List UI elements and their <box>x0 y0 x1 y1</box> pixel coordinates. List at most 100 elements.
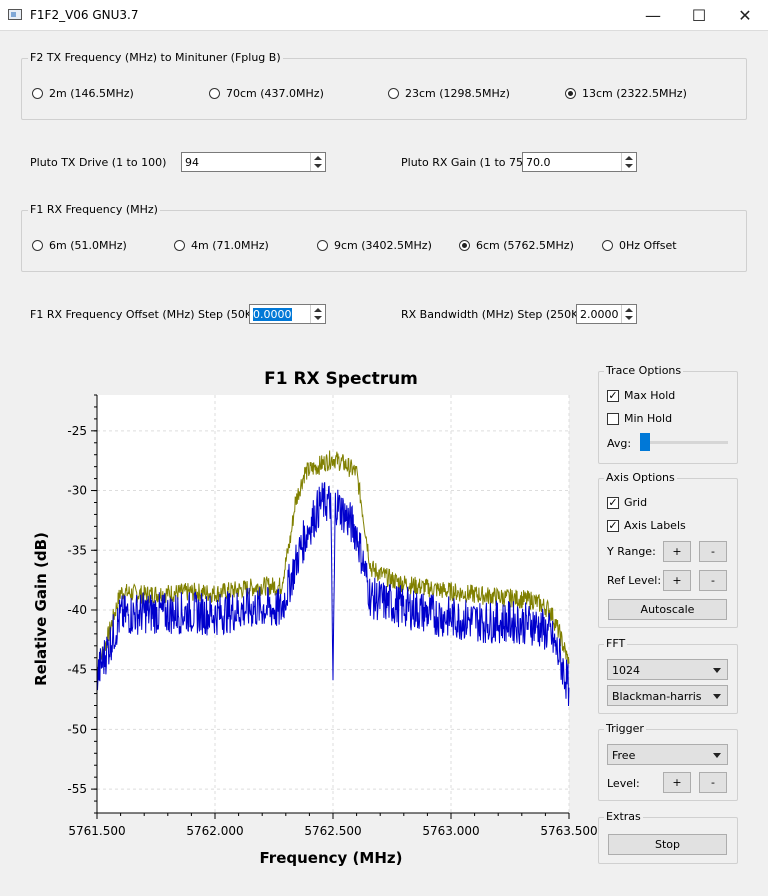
pluto-tx-drive-label: Pluto TX Drive (1 to 100) <box>30 156 167 169</box>
radio-label: 9cm (3402.5MHz) <box>334 239 432 252</box>
radio-indicator <box>209 88 220 99</box>
radio-indicator <box>459 240 470 251</box>
radio-tx-2m[interactable]: 2m (146.5MHz) <box>32 87 134 100</box>
window-title: F1F2_V06 GNU3.7 <box>30 8 139 22</box>
fft-group <box>598 644 738 714</box>
x-axis-label: Frequency (MHz) <box>260 849 403 867</box>
spinbox-arrows[interactable] <box>621 153 636 171</box>
checkbox-indicator: ✓ <box>607 388 619 402</box>
title-bar: F1F2_V06 GNU3.7 — ☐ ✕ <box>0 0 768 31</box>
radio-indicator <box>174 240 185 251</box>
y-tick-label: -45 <box>67 663 87 677</box>
radio-indicator <box>565 88 576 99</box>
pluto-rx-gain-spinbox[interactable]: 70.0 <box>522 152 637 172</box>
y-range-minus-button[interactable]: - <box>699 541 727 562</box>
grid-checkbox[interactable]: ✓ Grid <box>607 496 647 509</box>
y-tick-label: -40 <box>67 603 87 617</box>
avg-label: Avg: <box>607 437 632 450</box>
y-tick-label: -25 <box>67 424 87 438</box>
radio-indicator <box>317 240 328 251</box>
stop-button[interactable]: Stop <box>608 834 727 855</box>
radio-rx-0hz-offset[interactable]: 0Hz Offset <box>602 239 677 252</box>
spinbox-value: 0.0000 <box>253 308 292 321</box>
extras-group <box>598 817 738 864</box>
y-range-label: Y Range: <box>607 545 656 558</box>
radio-label: 2m (146.5MHz) <box>49 87 134 100</box>
min-hold-checkbox[interactable]: Min Hold <box>607 412 672 425</box>
rx-offset-label: F1 RX Frequency Offset (MHz) Step (50KHz… <box>30 308 271 321</box>
spinbox-value: 2.0000 <box>580 308 619 321</box>
radio-rx-9cm[interactable]: 9cm (3402.5MHz) <box>317 239 432 252</box>
trigger-level-minus-button[interactable]: - <box>699 772 727 793</box>
radio-label: 70cm (437.0MHz) <box>226 87 324 100</box>
extras-title: Extras <box>604 810 643 823</box>
radio-tx-70cm[interactable]: 70cm (437.0MHz) <box>209 87 324 100</box>
y-tick-label: -50 <box>67 722 87 736</box>
spectrum-chart[interactable]: F1 RX Spectrum 5761.500 5762.000 5762.500 5… <box>0 355 600 875</box>
checkbox-indicator: ✓ <box>607 518 619 532</box>
y-axis-label: Relative Gain (dB) <box>32 532 50 686</box>
trigger-title: Trigger <box>604 722 646 735</box>
avg-slider-handle[interactable] <box>640 433 650 451</box>
fft-title: FFT <box>604 637 628 650</box>
pluto-rx-gain-label: Pluto RX Gain (1 to 75) <box>401 156 528 169</box>
radio-tx-23cm[interactable]: 23cm (1298.5MHz) <box>388 87 510 100</box>
tx-frequency-group-title: F2 TX Frequency (MHz) to Minituner (Fplu… <box>28 51 283 64</box>
fft-window-select[interactable]: Blackman-harris <box>607 685 728 706</box>
checkbox-label: Min Hold <box>624 412 673 425</box>
trigger-group <box>598 729 738 801</box>
radio-rx-6m[interactable]: 6m (51.0MHz) <box>32 239 127 252</box>
radio-indicator <box>388 88 399 99</box>
pluto-tx-drive-spinbox[interactable]: 94 <box>181 152 326 172</box>
axis-labels-checkbox[interactable]: ✓ Axis Labels <box>607 519 686 532</box>
x-tick-label: 5763.000 <box>422 824 479 838</box>
close-button[interactable]: ✕ <box>738 5 752 25</box>
ref-level-plus-button[interactable]: + <box>663 570 691 591</box>
chart-title: F1 RX Spectrum <box>264 369 418 389</box>
ref-level-minus-button[interactable]: - <box>699 570 727 591</box>
radio-indicator <box>32 240 43 251</box>
chevron-down-icon <box>713 668 721 673</box>
y-tick-label: -30 <box>67 484 87 498</box>
rx-bandwidth-label: RX Bandwidth (MHz) Step (250KHz) <box>401 308 597 321</box>
spinbox-arrows[interactable] <box>621 305 636 323</box>
axes: 5761.500 5762.000 5762.500 5763.000 5763.500… <box>67 394 598 838</box>
radio-rx-4m[interactable]: 4m (71.0MHz) <box>174 239 269 252</box>
rx-frequency-group-title: F1 RX Frequency (MHz) <box>28 203 160 216</box>
trigger-level-plus-button[interactable]: + <box>663 772 691 793</box>
autoscale-button[interactable]: Autoscale <box>608 599 727 620</box>
rx-bandwidth-spinbox[interactable]: 2.0000 <box>576 304 637 324</box>
radio-label: 6cm (5762.5MHz) <box>476 239 574 252</box>
radio-label: 0Hz Offset <box>619 239 677 252</box>
avg-slider-track[interactable] <box>640 441 728 444</box>
radio-tx-13cm[interactable]: 13cm (2322.5MHz) <box>565 87 687 100</box>
series-line-2 <box>96 482 570 707</box>
spinbox-value: 70.0 <box>526 156 551 169</box>
radio-label: 4m (71.0MHz) <box>191 239 269 252</box>
tx-frequency-group <box>21 58 747 120</box>
app-icon <box>8 9 22 20</box>
y-range-plus-button[interactable]: + <box>663 541 691 562</box>
fft-size-select[interactable]: 1024 <box>607 659 728 680</box>
x-tick-label: 5762.500 <box>304 824 361 838</box>
radio-indicator <box>602 240 613 251</box>
chevron-down-icon <box>713 753 721 758</box>
select-value: 1024 <box>612 664 640 677</box>
rx-offset-spinbox[interactable]: 0.0000 <box>249 304 326 324</box>
minimize-button[interactable]: — <box>645 5 661 25</box>
spinbox-arrows[interactable] <box>310 305 325 323</box>
y-tick-label: -35 <box>67 543 87 557</box>
radio-rx-6cm[interactable]: 6cm (5762.5MHz) <box>459 239 574 252</box>
x-tick-label: 5763.500 <box>540 824 597 838</box>
series-group <box>96 450 570 707</box>
maximize-button[interactable]: ☐ <box>691 5 707 25</box>
x-tick-label: 5761.500 <box>68 824 125 838</box>
checkbox-label: Grid <box>624 496 648 509</box>
spinbox-arrows[interactable] <box>310 153 325 171</box>
select-value: Blackman-harris <box>612 690 702 703</box>
trigger-mode-select[interactable]: Free <box>607 744 728 765</box>
radio-indicator <box>32 88 43 99</box>
radio-label: 23cm (1298.5MHz) <box>405 87 510 100</box>
checkbox-indicator <box>607 412 619 425</box>
max-hold-checkbox[interactable]: ✓ Max Hold <box>607 389 675 402</box>
